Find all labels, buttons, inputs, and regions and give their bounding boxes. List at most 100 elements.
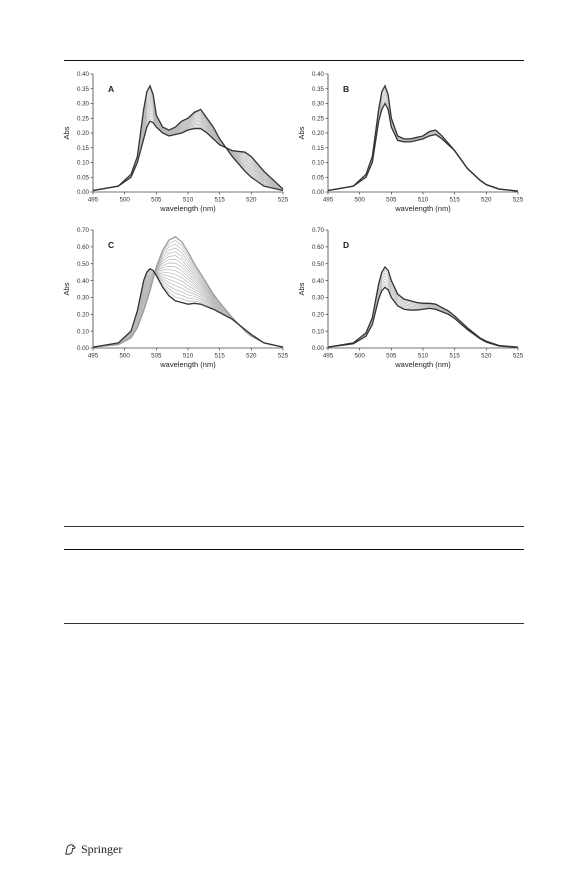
y-tick-label: 0.70 [312,227,325,234]
x-tick-label: 500 [355,353,366,360]
series-line-intermediate [327,96,519,192]
y-tick-label: 0.60 [312,244,325,251]
y-tick-label: 0.50 [77,261,90,268]
y-tick-label: 0.10 [312,328,325,335]
springer-horse-logo-icon [65,844,76,855]
series-line-intermediate [92,93,284,191]
series-line-intermediate [327,278,519,348]
series-line-intermediate [92,269,284,348]
y-axis-title: Abs [62,282,71,295]
series-line-final [327,102,519,192]
y-axis-title: Abs [297,126,306,139]
series-line-initial [327,84,519,192]
y-tick-label: 0.40 [312,71,325,78]
series-line-intermediate [92,115,284,191]
series-line-intermediate [327,272,519,348]
series-line-intermediate [92,243,284,348]
panel-label: A [108,84,114,94]
y-tick-label: 0.50 [312,261,325,268]
series-line-intermediate [92,104,284,191]
y-tick-label: 0.70 [77,227,90,234]
y-tick-label: 0.20 [77,130,90,137]
x-tick-label: 515 [450,197,461,204]
y-tick-label: 0.40 [312,278,325,285]
panel-c: 0.00 0.10 0.20 0.30 0.40 0.50 0.60 0.70 495 500 50… [62,227,289,369]
y-tick-label: 0.30 [312,101,325,108]
series-line-intermediate [92,258,284,348]
y-axis-title: Abs [62,126,71,139]
caption-rule-top [64,526,524,527]
spectra-figure: 0.00 0.05 0.10 0.15 0.20 0.25 0.30 0.35 0.40 495 5… [60,65,530,385]
series-line-intermediate [327,275,519,348]
x-tick-label: 510 [418,353,429,360]
y-tick-label: 0.15 [312,145,325,152]
panel-label: C [108,240,114,250]
series-line-intermediate [92,112,284,191]
x-tick-label: 520 [246,197,257,204]
x-tick-label: 525 [513,197,524,204]
x-tick-label: 505 [386,197,397,204]
series-line-initial [92,84,284,192]
publisher-name: Springer [81,842,123,856]
x-tick-label: 505 [386,353,397,360]
y-tick-label: 0.05 [312,174,325,181]
x-tick-label: 525 [278,197,289,204]
y-tick-label: 0.15 [77,145,90,152]
y-tick-label: 0.10 [312,160,325,167]
x-axis-title: wavelength (nm) [394,360,451,369]
series-line-intermediate [327,281,519,348]
series-line-final [92,120,284,192]
x-axis-title: wavelength (nm) [159,204,216,213]
x-tick-label: 520 [246,353,257,360]
x-tick-label: 495 [323,197,334,204]
y-tick-label: 0.40 [77,278,90,285]
series-line-intermediate [92,247,284,348]
y-tick-label: 0.10 [77,328,90,335]
series-line-initial [327,266,519,348]
x-tick-label: 500 [355,197,366,204]
x-tick-label: 520 [481,353,492,360]
x-tick-label: 525 [513,353,524,360]
y-tick-label: 0.00 [312,189,325,196]
series-line-intermediate [92,109,284,191]
x-tick-label: 505 [151,197,162,204]
y-axis-title: Abs [297,282,306,295]
x-tick-label: 510 [418,197,429,204]
series-line-initial [92,267,284,348]
x-tick-label: 515 [450,353,461,360]
y-tick-label: 0.00 [77,189,90,196]
x-tick-label: 500 [120,353,131,360]
series-line-intermediate [92,90,284,191]
y-tick-label: 0.35 [312,86,325,93]
x-tick-label: 515 [215,353,226,360]
y-tick-label: 0.30 [312,295,325,302]
series-line-intermediate [327,90,519,192]
series-line-intermediate [327,87,519,192]
series-line-final [327,286,519,348]
panel-label: D [343,240,349,250]
series-line-intermediate [92,265,284,348]
x-tick-label: 500 [120,197,131,204]
panel-a: 0.00 0.05 0.10 0.15 0.20 0.25 0.30 0.35 0.40 495 5… [62,71,289,213]
y-tick-label: 0.40 [77,71,90,78]
series-line-intermediate [92,262,284,348]
y-tick-label: 0.35 [77,86,90,93]
series-line-final [92,235,284,348]
series-line-intermediate [92,269,284,348]
x-axis-title: wavelength (nm) [394,204,451,213]
y-tick-label: 0.25 [77,115,90,122]
x-tick-label: 510 [183,197,194,204]
x-tick-label: 495 [323,353,334,360]
series-line-intermediate [92,106,284,191]
y-tick-label: 0.30 [77,101,90,108]
x-tick-label: 495 [88,353,99,360]
y-tick-label: 0.60 [77,244,90,251]
series-line-intermediate [327,283,519,348]
panel-label: B [343,84,349,94]
y-tick-label: 0.00 [77,345,90,352]
series-line-intermediate [92,240,284,348]
y-tick-label: 0.05 [77,174,90,181]
table-rule-bottom [64,623,524,624]
y-tick-label: 0.20 [77,311,90,318]
y-tick-label: 0.10 [77,160,90,167]
